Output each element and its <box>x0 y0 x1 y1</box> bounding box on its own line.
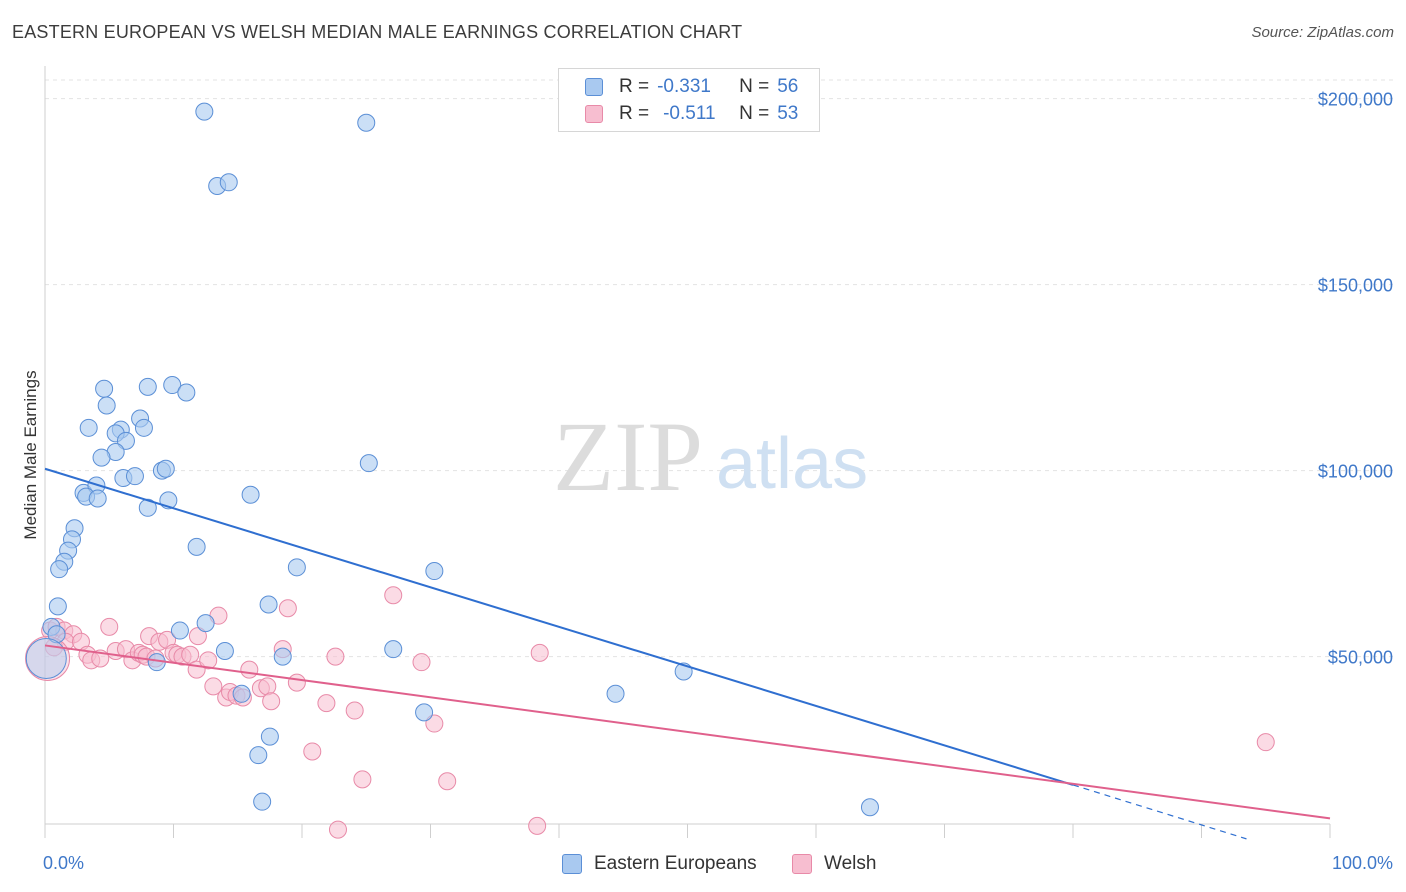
eastern-point <box>177 383 196 402</box>
eastern-point <box>232 684 251 703</box>
welsh-point <box>412 653 431 672</box>
y-tick-label: $200,000 <box>1318 90 1393 110</box>
welsh-point <box>1256 733 1275 752</box>
welsh-point <box>204 677 223 696</box>
y-axis-label: Median Male Earnings <box>21 370 40 539</box>
legend-row-welsh: R = -0.511 N = 53 <box>585 101 798 127</box>
y-tick-label: $150,000 <box>1318 276 1393 296</box>
bottom-legend-welsh: Welsh <box>792 851 876 877</box>
eastern-point <box>384 640 403 659</box>
welsh-point <box>278 599 297 618</box>
eastern-point <box>241 485 260 504</box>
eastern-point <box>138 377 157 396</box>
eastern-point <box>287 558 306 577</box>
welsh-point <box>240 660 259 679</box>
welsh-point <box>199 651 218 670</box>
welsh-point <box>258 677 277 696</box>
welsh-swatch <box>585 105 603 123</box>
welsh-trend-line <box>44 644 1331 820</box>
source-credit: Source: ZipAtlas.com <box>1251 24 1394 41</box>
eastern-trend-line <box>44 467 1074 786</box>
eastern-points <box>25 102 879 817</box>
legend-r-value: -0.331 <box>657 76 711 97</box>
welsh-point <box>100 617 119 636</box>
eastern-point <box>50 560 69 579</box>
eastern-point <box>253 792 272 811</box>
welsh-point <box>425 714 444 733</box>
eastern-point <box>259 595 278 614</box>
eastern-point <box>195 102 214 121</box>
eastern-point <box>25 637 67 679</box>
eastern-point <box>97 396 116 415</box>
eastern-point <box>163 376 182 395</box>
eastern-point <box>606 684 625 703</box>
tick-labels: $50,000 $100,000 $150,000 $200,000 0.0% 100.0… <box>43 90 1393 873</box>
legend-label-welsh: Welsh <box>824 853 877 874</box>
eastern-swatch <box>562 854 582 874</box>
watermark-zip: ZIP <box>553 401 703 512</box>
y-tick-label: $100,000 <box>1318 462 1393 482</box>
eastern-point <box>249 746 268 765</box>
legend-n-label: N = <box>739 76 770 97</box>
trend-lines <box>44 467 1331 840</box>
eastern-point <box>170 621 189 640</box>
legend-r-label: R = <box>619 76 650 97</box>
legend-n-label: N = <box>739 103 770 124</box>
eastern-point <box>260 727 279 746</box>
welsh-point <box>262 692 281 711</box>
welsh-point <box>181 645 200 664</box>
welsh-point <box>326 647 345 666</box>
welsh-point <box>287 673 306 692</box>
x-tick-label: 100.0% <box>1332 853 1393 873</box>
y-tick-label: $50,000 <box>1328 648 1393 668</box>
welsh-point <box>528 816 547 835</box>
eastern-point <box>79 418 98 437</box>
eastern-point <box>425 562 444 581</box>
welsh-point <box>530 643 549 662</box>
legend-r-value: -0.511 <box>663 103 716 124</box>
welsh-point <box>438 772 457 791</box>
welsh-point <box>384 586 403 605</box>
eastern-point <box>219 173 238 192</box>
watermark-atlas: atlas <box>716 424 868 504</box>
welsh-point <box>317 694 336 713</box>
axes <box>44 66 1331 838</box>
welsh-point <box>353 770 372 789</box>
eastern-trend-extension <box>1072 784 1247 840</box>
chart-title: EASTERN EUROPEAN VS WELSH MEDIAN MALE EA… <box>12 22 743 42</box>
eastern-point <box>359 454 378 473</box>
bottom-legend-eastern: Eastern Europeans <box>562 851 757 877</box>
eastern-point <box>415 703 434 722</box>
stats-legend: R = -0.331 N = 56 R = -0.511 N = 53 <box>558 68 820 132</box>
eastern-point <box>187 537 206 556</box>
welsh-point <box>303 742 322 761</box>
gridlines <box>45 79 1394 658</box>
eastern-point <box>134 418 153 437</box>
eastern-point <box>88 489 107 508</box>
x-tick-label: 0.0% <box>43 853 84 873</box>
eastern-point <box>215 642 234 661</box>
eastern-point <box>95 379 114 398</box>
eastern-point <box>116 431 135 450</box>
eastern-point <box>138 498 157 517</box>
legend-row-eastern: R = -0.331 N = 56 <box>585 74 798 100</box>
eastern-point <box>156 459 175 478</box>
legend-n-value: 53 <box>777 103 799 124</box>
eastern-point <box>92 448 111 467</box>
eastern-point <box>860 798 879 817</box>
legend-n-value: 56 <box>777 76 799 97</box>
legend-label-eastern: Eastern Europeans <box>594 853 757 874</box>
legend-r-label: R = <box>619 103 650 124</box>
welsh-point <box>328 820 347 839</box>
welsh-swatch <box>792 854 812 874</box>
eastern-point <box>357 113 376 132</box>
eastern-swatch <box>585 78 603 96</box>
eastern-point <box>196 614 215 633</box>
welsh-point <box>345 701 364 720</box>
eastern-point <box>125 467 144 486</box>
eastern-point <box>47 625 66 644</box>
eastern-point <box>48 597 67 616</box>
eastern-point <box>273 647 292 666</box>
